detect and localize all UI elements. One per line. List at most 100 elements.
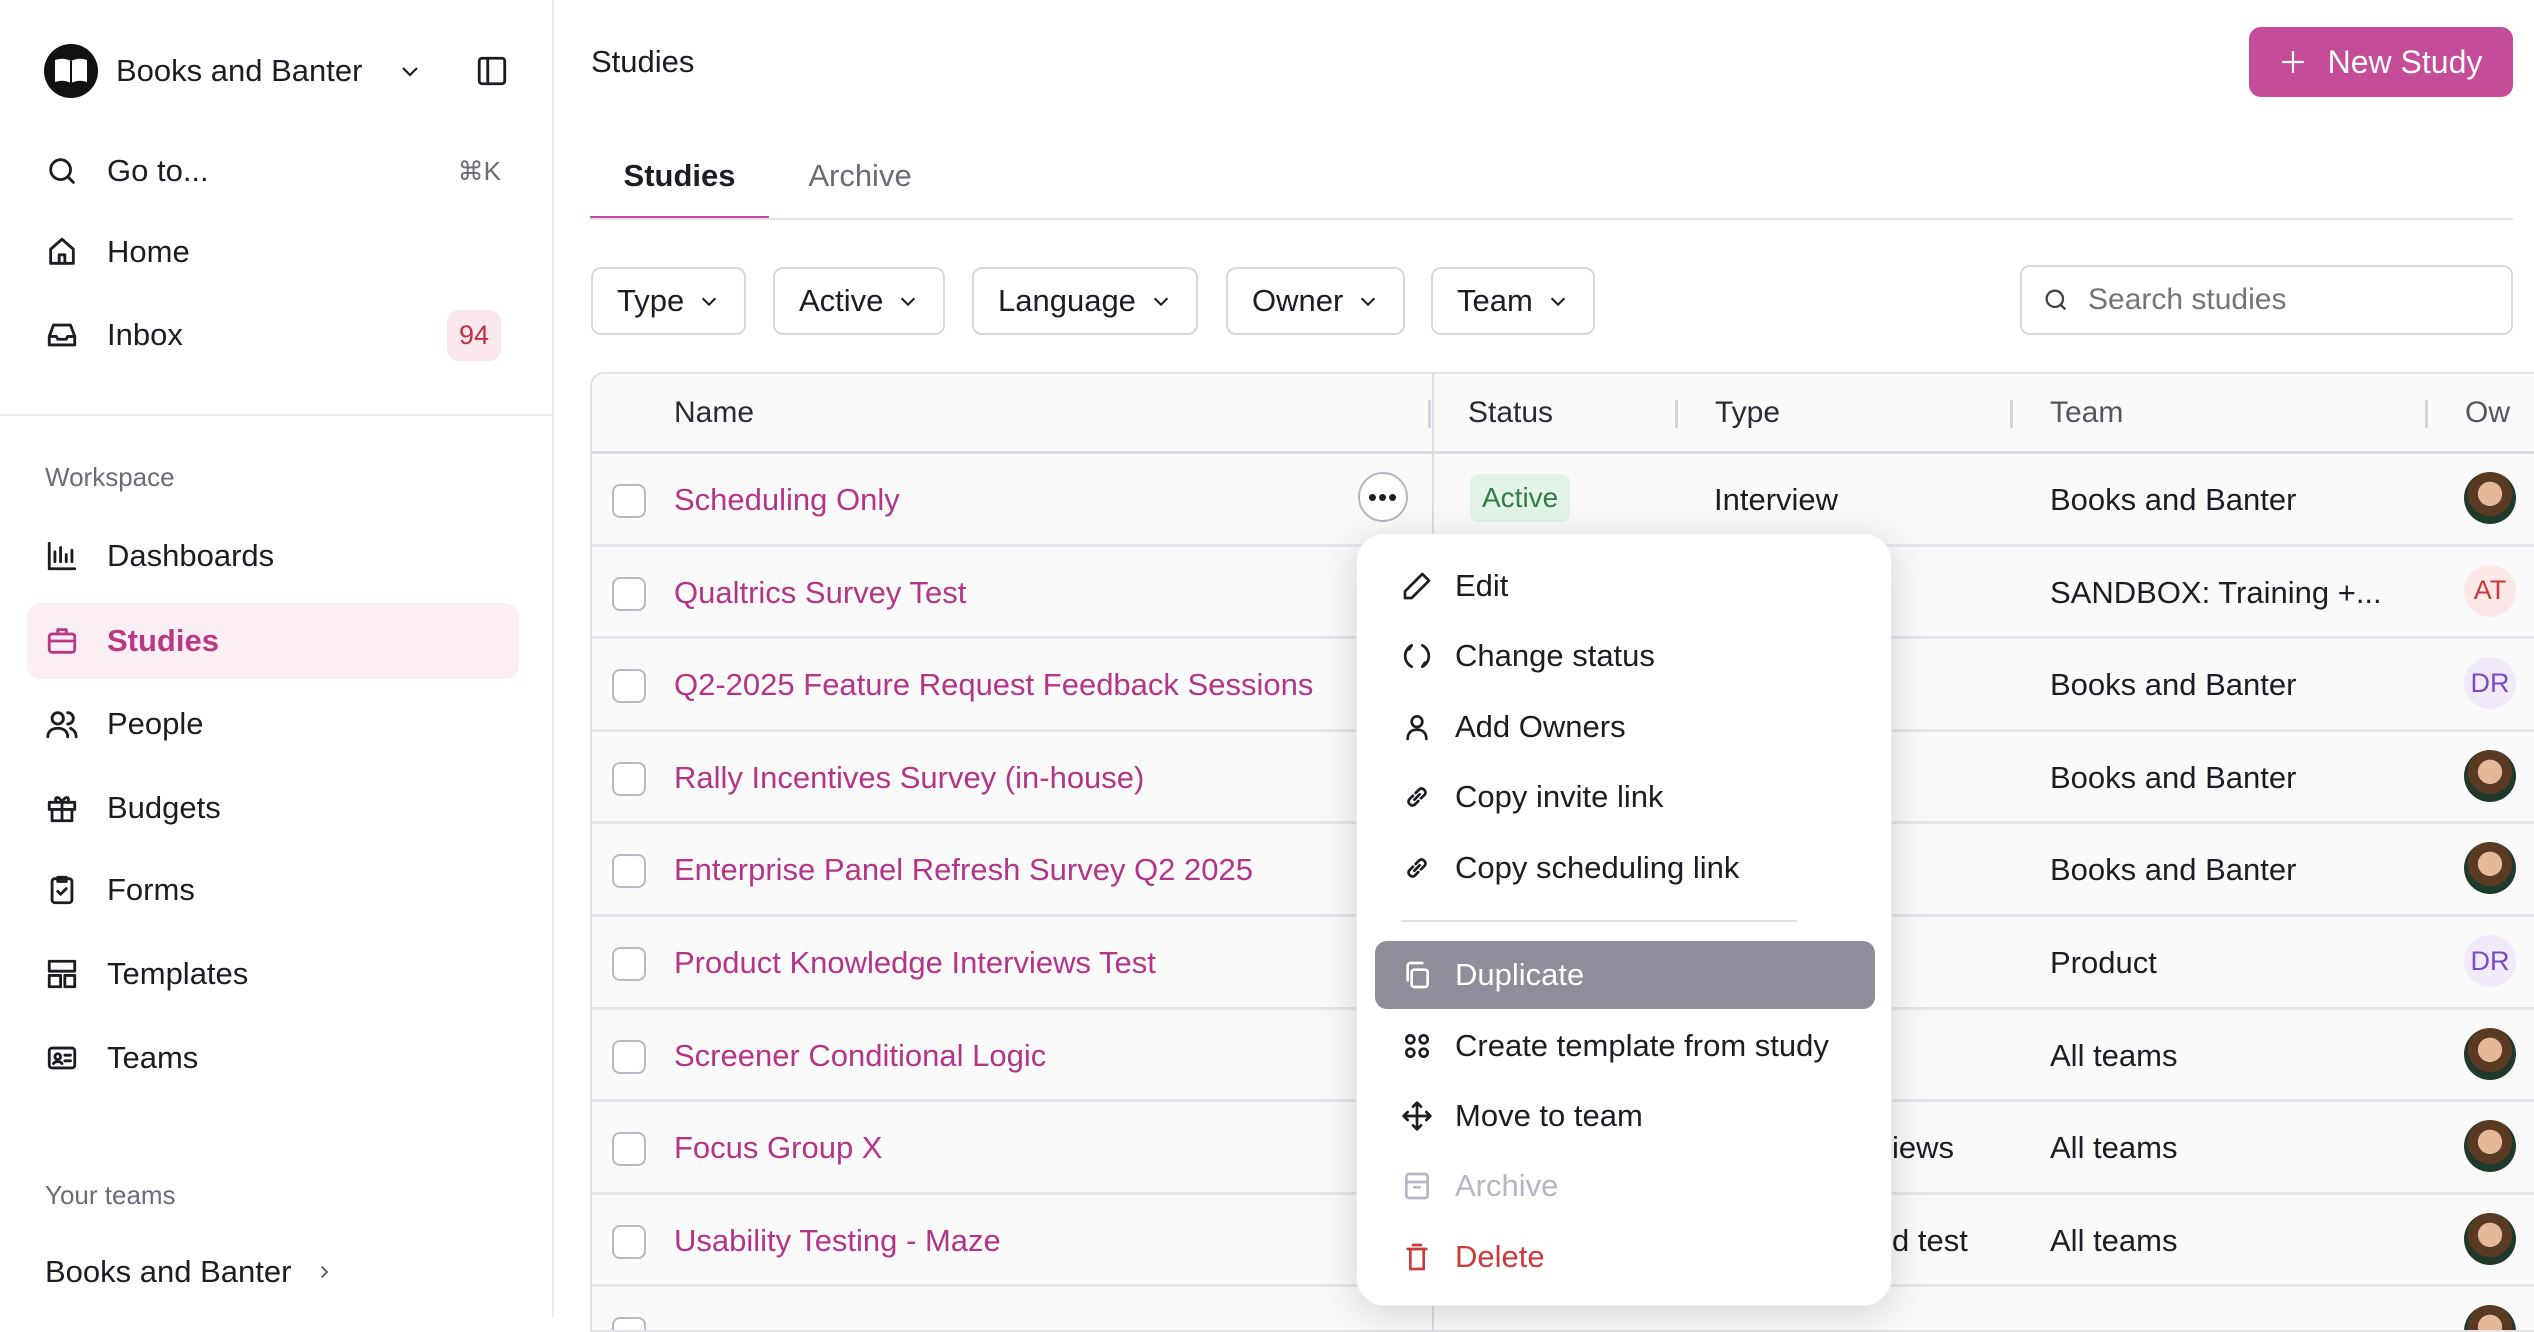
row-checkbox[interactable] bbox=[612, 484, 646, 518]
owner-avatar-initials[interactable]: AT bbox=[2464, 564, 2516, 617]
column-resize-handle[interactable] bbox=[1428, 400, 1431, 428]
filter-label: Owner bbox=[1252, 283, 1344, 318]
menu-item-label: Duplicate bbox=[1455, 957, 1585, 992]
trash-icon bbox=[1406, 1243, 1428, 1271]
filter-language[interactable]: Language bbox=[972, 267, 1198, 335]
study-name-link[interactable]: Screener Conditional Logic bbox=[674, 1037, 1047, 1073]
filter-team[interactable]: Team bbox=[1431, 267, 1595, 335]
sidebar-item-label: Templates bbox=[107, 956, 249, 991]
study-name-link[interactable]: Usability Testing - Maze bbox=[674, 1222, 1001, 1258]
menu-item-copy-invite-link[interactable]: Copy invite link bbox=[1375, 763, 1875, 831]
team-name: Books and Banter bbox=[2050, 852, 2297, 888]
sidebar-item-studies[interactable]: Studies bbox=[27, 603, 519, 679]
owner-avatar-photo[interactable] bbox=[2464, 842, 2516, 895]
menu-item-label: Copy invite link bbox=[1455, 779, 1664, 814]
sidebar-item-people[interactable]: People bbox=[27, 686, 519, 762]
team-link-books-and-banter[interactable]: Books and Banter bbox=[45, 1254, 333, 1290]
sidebar-item-label: Dashboards bbox=[107, 538, 275, 573]
owner-avatar-photo[interactable] bbox=[2464, 1120, 2516, 1173]
row-checkbox[interactable] bbox=[612, 761, 646, 796]
study-name-link[interactable]: Scheduling Only bbox=[674, 482, 900, 517]
column-resize-handle[interactable] bbox=[2425, 400, 2428, 428]
menu-item-label: Copy scheduling link bbox=[1455, 850, 1740, 885]
row-checkbox[interactable] bbox=[612, 1224, 646, 1259]
study-type: iews bbox=[1892, 1130, 1955, 1166]
table-row[interactable]: Focus Group X iews All teams bbox=[592, 1102, 2534, 1195]
menu-item-edit[interactable]: Edit bbox=[1375, 552, 1875, 620]
owner-avatar-photo[interactable] bbox=[2464, 472, 2516, 524]
sidebar-item-forms[interactable]: Forms bbox=[27, 852, 519, 928]
sidebar-item-inbox[interactable]: Inbox 94 bbox=[27, 297, 519, 373]
team-label: Books and Banter bbox=[45, 1254, 292, 1289]
row-actions-button[interactable]: ••• bbox=[1358, 472, 1408, 522]
column-header-status[interactable]: Status bbox=[1468, 396, 1554, 429]
workspace-switcher[interactable]: Books and Banter bbox=[44, 44, 444, 98]
row-checkbox[interactable] bbox=[612, 1317, 646, 1330]
row-checkbox[interactable] bbox=[612, 854, 646, 889]
owner-avatar-photo[interactable] bbox=[2464, 1027, 2516, 1080]
owner-avatar-photo[interactable] bbox=[2464, 749, 2516, 802]
filter-owner[interactable]: Owner bbox=[1226, 267, 1406, 335]
study-name-link[interactable]: Q2-2025 Feature Request Feedback Session… bbox=[674, 667, 1314, 703]
chevron-down-icon bbox=[702, 297, 717, 307]
column-resize-handle[interactable] bbox=[2010, 400, 2013, 428]
row-checkbox[interactable] bbox=[612, 1039, 646, 1074]
menu-divider bbox=[1401, 920, 1797, 922]
owner-avatar-initials[interactable]: DR bbox=[2464, 657, 2516, 710]
tab-archive[interactable]: Archive bbox=[790, 150, 930, 220]
sidebar-item-teams[interactable]: Teams bbox=[27, 1020, 519, 1096]
column-header-type[interactable]: Type bbox=[1715, 396, 1781, 429]
sidebar-item-home[interactable]: Home bbox=[27, 214, 519, 290]
search-input[interactable] bbox=[2088, 283, 2488, 317]
chevron-right-icon bbox=[321, 1266, 329, 1278]
goto-button[interactable]: Go to... ⌘K bbox=[27, 133, 519, 209]
study-actions-menu: Edit Change status Add Owners Copy invit… bbox=[1356, 533, 1892, 1306]
sidebar-item-templates[interactable]: Templates bbox=[27, 936, 519, 1012]
menu-item-copy-scheduling-link[interactable]: Copy scheduling link bbox=[1375, 834, 1875, 902]
owner-avatar-initials[interactable]: DR bbox=[2464, 935, 2516, 987]
study-name-link[interactable]: Enterprise Panel Refresh Survey Q2 2025 bbox=[674, 852, 1253, 888]
menu-item-change-status[interactable]: Change status bbox=[1375, 622, 1875, 690]
column-header-owner[interactable]: Ow bbox=[2465, 396, 2510, 429]
chevron-down-icon bbox=[1550, 297, 1565, 307]
row-checkbox[interactable] bbox=[612, 669, 646, 704]
filter-active[interactable]: Active bbox=[773, 267, 946, 335]
menu-item-create-template[interactable]: Create template from study bbox=[1375, 1012, 1875, 1080]
row-checkbox[interactable] bbox=[612, 947, 646, 981]
owner-avatar-photo[interactable] bbox=[2464, 1212, 2516, 1265]
sidebar-item-label: Teams bbox=[107, 1040, 199, 1075]
study-name-link[interactable]: Qualtrics Survey Test bbox=[674, 574, 967, 610]
study-type: Interview bbox=[1714, 482, 1839, 517]
sidebar-toggle-icon[interactable] bbox=[475, 54, 509, 88]
row-checkbox[interactable] bbox=[612, 1132, 646, 1167]
chevron-down-icon bbox=[901, 297, 916, 307]
menu-item-add-owners[interactable]: Add Owners bbox=[1375, 693, 1875, 761]
gift-icon bbox=[47, 796, 77, 823]
layout-icon bbox=[47, 959, 77, 989]
row-checkbox[interactable] bbox=[612, 576, 646, 611]
sidebar-item-budgets[interactable]: Budgets bbox=[27, 770, 519, 846]
sidebar-divider bbox=[0, 414, 554, 416]
menu-item-delete[interactable]: Delete bbox=[1375, 1223, 1875, 1291]
filter-label: Type bbox=[617, 283, 685, 318]
owner-avatar-photo[interactable] bbox=[2464, 1305, 2516, 1330]
column-header-team[interactable]: Team bbox=[2050, 396, 2124, 429]
study-name-link[interactable]: Rally Incentives Survey (in-house) bbox=[674, 759, 1145, 795]
menu-item-label: Add Owners bbox=[1455, 709, 1626, 744]
filter-type[interactable]: Type bbox=[591, 267, 747, 335]
team-name: Books and Banter bbox=[2050, 482, 2297, 517]
study-name-link[interactable]: Product Knowledge Interviews Test bbox=[674, 945, 1156, 980]
briefcase-icon bbox=[47, 628, 77, 654]
study-name-link[interactable]: Focus Group X bbox=[674, 1130, 883, 1166]
column-header-name[interactable]: Name bbox=[674, 396, 755, 429]
new-study-button[interactable]: New Study bbox=[2249, 27, 2513, 97]
menu-item-duplicate[interactable]: Duplicate bbox=[1375, 941, 1875, 1009]
menu-item-move-to-team[interactable]: Move to team bbox=[1375, 1082, 1875, 1150]
goto-shortcut: ⌘K bbox=[457, 155, 501, 186]
menu-item-label: Create template from study bbox=[1455, 1028, 1829, 1063]
tab-studies[interactable]: Studies bbox=[590, 150, 769, 220]
sidebar-item-dashboards[interactable]: Dashboards bbox=[27, 518, 519, 594]
column-resize-handle[interactable] bbox=[1675, 400, 1678, 428]
search-box[interactable] bbox=[2020, 265, 2513, 335]
filter-label: Language bbox=[998, 283, 1136, 318]
